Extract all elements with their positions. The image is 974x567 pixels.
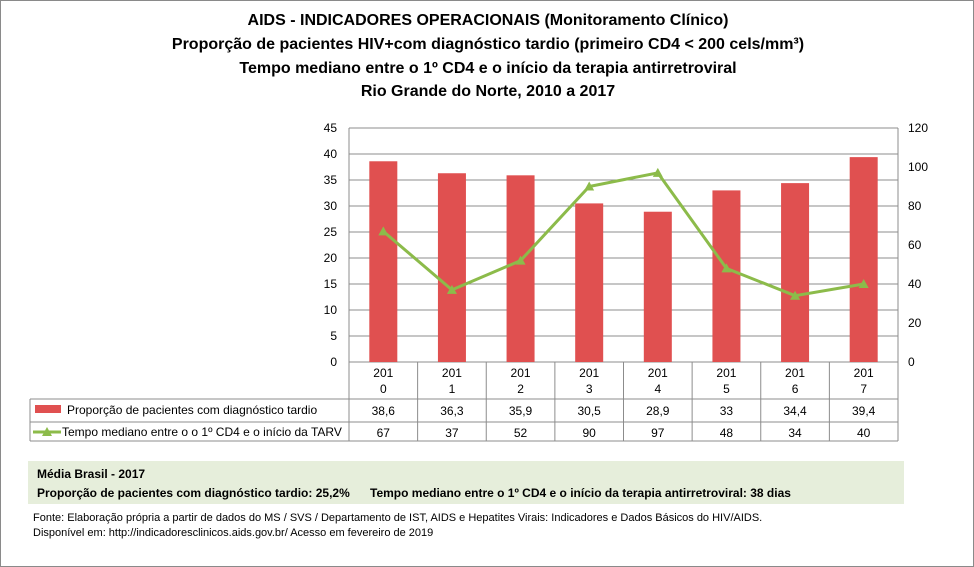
bar <box>437 173 466 362</box>
line-data-label: 40 <box>857 426 871 440</box>
bar-data-label: 39,4 <box>852 404 876 418</box>
y-right-tick-label: 40 <box>908 277 922 291</box>
bar <box>575 203 604 362</box>
y-left-tick-label: 40 <box>324 147 338 161</box>
y-left-tick-label: 35 <box>324 173 338 187</box>
chart-subtitle-2: Tempo mediano entre o 1º CD4 e o início … <box>239 60 737 77</box>
x-tick-label: 4 <box>654 382 661 396</box>
media-brasil-box: Média Brasil - 2017 Proporção de pacient… <box>28 461 904 504</box>
bar-data-label: 34,4 <box>783 404 807 418</box>
line-marker <box>446 284 457 294</box>
y-left-tick-label: 25 <box>324 225 338 239</box>
legend-bar-swatch <box>35 405 61 413</box>
line-marker <box>858 279 869 288</box>
x-tick-label: 1 <box>449 382 456 396</box>
x-tick-label: 2 <box>517 382 524 396</box>
chart-subtitle-3: Rio Grande do Norte, 2010 a 2017 <box>360 83 616 100</box>
x-tick-label: 201 <box>579 366 599 380</box>
line-marker <box>652 167 663 177</box>
footer-available: Disponível em: http://indicadoresclinico… <box>33 527 434 539</box>
line-data-label: 90 <box>583 426 597 440</box>
y-left-tick-label: 10 <box>324 303 338 317</box>
bar <box>369 161 398 362</box>
line-data-label: 67 <box>377 426 391 440</box>
bar <box>712 190 741 362</box>
x-tick-label: 201 <box>373 366 393 380</box>
legend-line-label: Tempo mediano entre o o 1º CD4 e o iníci… <box>62 425 342 439</box>
footer-source: Fonte: Elaboração própria a partir de da… <box>33 512 763 524</box>
y-left-tick-label: 5 <box>330 329 337 343</box>
line-marker <box>378 226 389 236</box>
bar-data-label: 35,9 <box>509 404 533 418</box>
line-data-label: 34 <box>788 426 802 440</box>
x-tick-label: 201 <box>442 366 462 380</box>
y-left-tick-label: 20 <box>324 251 338 265</box>
line-marker <box>721 263 732 273</box>
y-left-tick-label: 0 <box>330 355 337 369</box>
y-right-tick-label: 20 <box>908 316 922 330</box>
legend-line-marker <box>42 427 52 436</box>
bar-data-label: 30,5 <box>578 404 602 418</box>
line-marker <box>515 255 526 265</box>
media-title: Média Brasil - 2017 <box>37 467 146 481</box>
line-marker <box>790 290 801 300</box>
y-right-tick-label: 120 <box>908 121 928 135</box>
bar-data-label: 33 <box>720 404 734 418</box>
y-left-tick-label: 15 <box>324 277 338 291</box>
bar-data-label: 28,9 <box>646 404 670 418</box>
x-tick-label: 3 <box>586 382 593 396</box>
y-right-tick-label: 100 <box>908 160 928 174</box>
y-left-tick-label: 45 <box>324 121 338 135</box>
x-tick-label: 201 <box>854 366 874 380</box>
line-data-label: 97 <box>651 426 665 440</box>
y-right-tick-label: 80 <box>908 199 922 213</box>
media-prop: Proporção de pacientes com diagnóstico t… <box>37 486 350 500</box>
x-tick-label: 7 <box>860 382 867 396</box>
bar <box>781 183 810 362</box>
y-left-tick-label: 30 <box>324 199 338 213</box>
combo-chart: 051015202530354045020406080100120201038,… <box>29 121 928 442</box>
x-tick-label: 201 <box>716 366 736 380</box>
bar-data-label: 38,6 <box>372 404 396 418</box>
bar <box>643 211 672 362</box>
y-right-tick-label: 60 <box>908 238 922 252</box>
line-data-label: 37 <box>445 426 459 440</box>
media-tempo: Tempo mediano entre o 1º CD4 e o início … <box>370 486 791 500</box>
line-data-label: 52 <box>514 426 528 440</box>
bar-data-label: 36,3 <box>440 404 464 418</box>
chart-title: AIDS - INDICADORES OPERACIONAIS (Monitor… <box>247 12 729 29</box>
y-right-tick-label: 0 <box>908 355 915 369</box>
chart-subtitle-1: Proporção de pacientes HIV+com diagnósti… <box>171 36 805 53</box>
x-tick-label: 201 <box>511 366 531 380</box>
bar <box>849 157 878 362</box>
line-series <box>382 171 864 298</box>
x-tick-label: 0 <box>380 382 387 396</box>
line-marker <box>584 181 595 191</box>
x-tick-label: 201 <box>648 366 668 380</box>
x-tick-label: 6 <box>792 382 799 396</box>
x-tick-label: 5 <box>723 382 730 396</box>
line-data-label: 48 <box>720 426 734 440</box>
bar <box>506 175 535 362</box>
x-tick-label: 201 <box>785 366 805 380</box>
legend-bar-label: Proporção de pacientes com diagnóstico t… <box>67 403 317 417</box>
